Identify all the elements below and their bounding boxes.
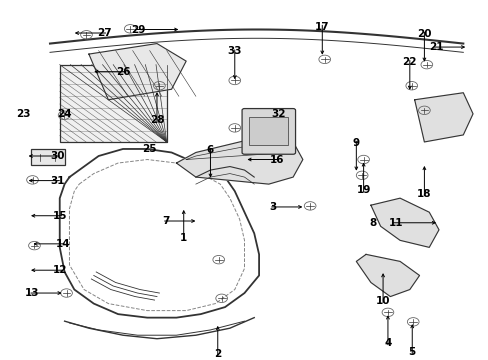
Text: 30: 30 xyxy=(50,151,65,161)
Text: 12: 12 xyxy=(53,265,67,275)
Text: 25: 25 xyxy=(142,144,157,154)
Text: 10: 10 xyxy=(375,296,389,306)
Text: 31: 31 xyxy=(50,176,65,186)
Text: 29: 29 xyxy=(131,24,145,35)
Text: 3: 3 xyxy=(269,202,276,212)
Polygon shape xyxy=(414,93,472,142)
Text: 11: 11 xyxy=(388,218,403,228)
Text: 4: 4 xyxy=(384,338,391,348)
Text: 5: 5 xyxy=(408,347,415,357)
Text: 19: 19 xyxy=(356,185,370,195)
Text: 20: 20 xyxy=(416,29,431,39)
Text: 1: 1 xyxy=(180,233,187,243)
Text: 22: 22 xyxy=(402,57,416,67)
Text: 7: 7 xyxy=(162,216,169,226)
Text: 33: 33 xyxy=(227,46,242,56)
Text: 13: 13 xyxy=(25,288,40,298)
Text: 16: 16 xyxy=(269,154,283,165)
Bar xyxy=(30,149,64,165)
Text: 6: 6 xyxy=(206,145,214,155)
Polygon shape xyxy=(176,135,302,184)
Polygon shape xyxy=(89,44,186,100)
Text: 14: 14 xyxy=(55,239,70,249)
Text: 26: 26 xyxy=(116,67,130,77)
Text: 9: 9 xyxy=(352,138,359,148)
Text: 32: 32 xyxy=(271,109,285,119)
Text: 2: 2 xyxy=(214,349,221,359)
Text: 15: 15 xyxy=(53,211,67,221)
Text: 17: 17 xyxy=(314,22,329,32)
Polygon shape xyxy=(356,255,419,297)
Text: 18: 18 xyxy=(416,189,431,199)
Bar xyxy=(249,117,287,145)
Polygon shape xyxy=(370,198,438,247)
FancyBboxPatch shape xyxy=(242,109,295,154)
Text: 21: 21 xyxy=(428,42,443,52)
Bar xyxy=(60,65,166,142)
Text: 8: 8 xyxy=(369,218,376,228)
Text: 23: 23 xyxy=(16,109,30,119)
Text: 24: 24 xyxy=(57,109,72,119)
Text: 27: 27 xyxy=(97,28,111,38)
Text: 28: 28 xyxy=(149,115,164,125)
